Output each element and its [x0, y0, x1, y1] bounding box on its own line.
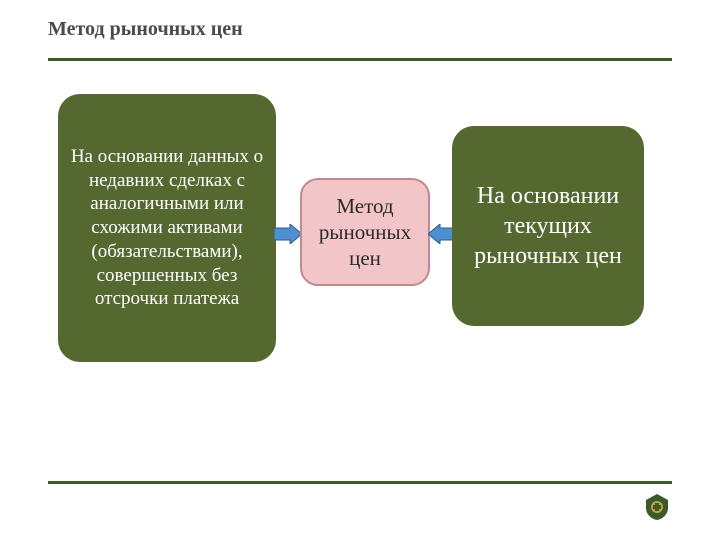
node-center: Метод рыночных цен [300, 178, 430, 286]
node-center-text: Метод рыночных цен [302, 193, 428, 272]
emblem-icon [642, 492, 672, 522]
divider-top [48, 58, 672, 61]
node-right-text: На основании текущих рыночных цен [464, 181, 632, 271]
node-left: На основании данных о недавних сделках с… [58, 94, 276, 362]
node-left-text: На основании данных о недавних сделках с… [64, 145, 270, 311]
diagram-container: На основании данных о недавних сделках с… [0, 90, 720, 430]
arrow-left-to-center-icon [274, 224, 302, 244]
node-right: На основании текущих рыночных цен [452, 126, 644, 326]
page-title: Метод рыночных цен [48, 18, 243, 41]
divider-bottom [48, 481, 672, 484]
